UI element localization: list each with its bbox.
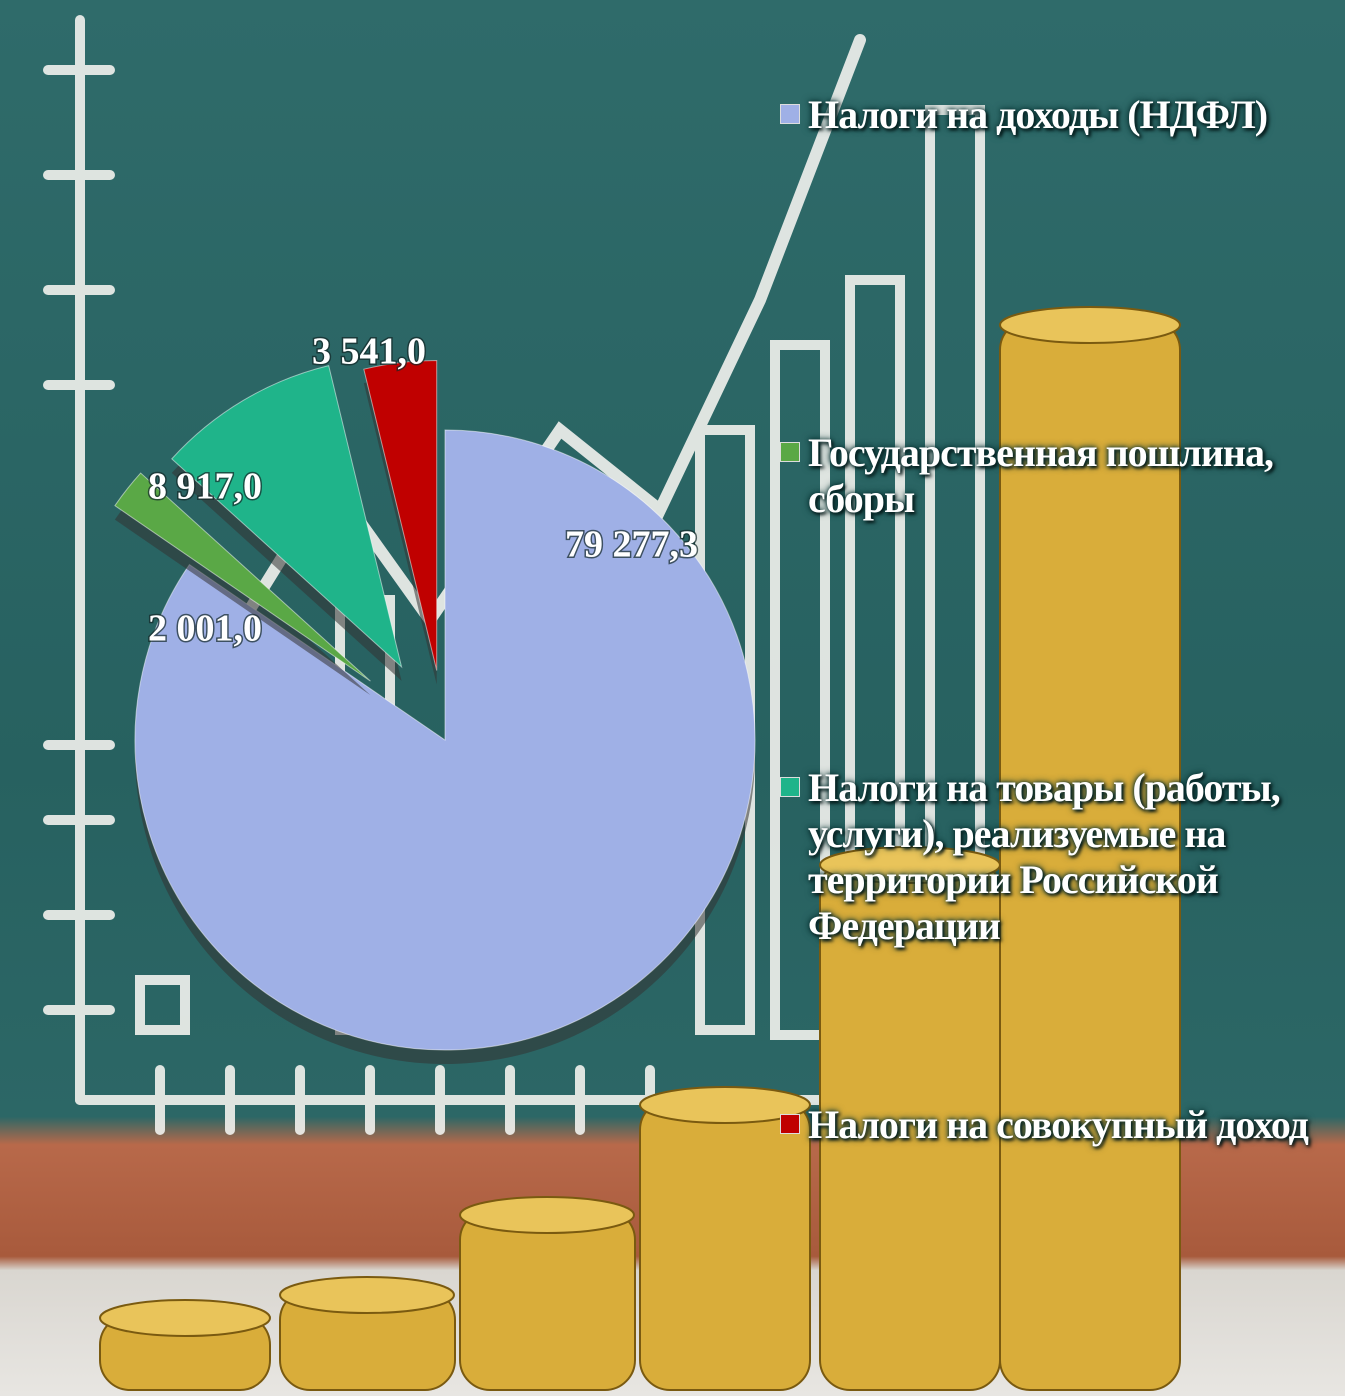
pie-chart: 79 277,3 2 001,0 8 917,0 3 541,0 [0,0,1345,1396]
legend-label: Налоги на совокупный доход [808,1102,1338,1148]
value-label: 3 541,0 [312,331,426,373]
value-label: 8 917,0 [148,466,262,508]
legend-swatch [780,777,800,797]
legend-label: Государственная пошлина, сборы [808,430,1338,522]
legend-label: Налоги на доходы (НДФЛ) [808,92,1338,138]
legend-entry: Налоги на доходы (НДФЛ) [780,92,1340,138]
legend-entry: Налоги на товары (работы, услуги), реали… [780,765,1340,949]
slide: 79 277,3 2 001,0 8 917,0 3 541,0 Налоги на … [0,0,1345,1396]
legend-entry: Налоги на совокупный доход [780,1102,1340,1148]
legend-entry: Государственная пошлина, сборы [780,430,1340,522]
value-label: 2 001,0 [148,608,262,650]
legend-swatch [780,1114,800,1134]
value-label: 79 277,3 [565,524,698,566]
legend-swatch [780,442,800,462]
legend-swatch [780,104,800,124]
legend-label: Налоги на товары (работы, услуги), реали… [808,765,1338,949]
